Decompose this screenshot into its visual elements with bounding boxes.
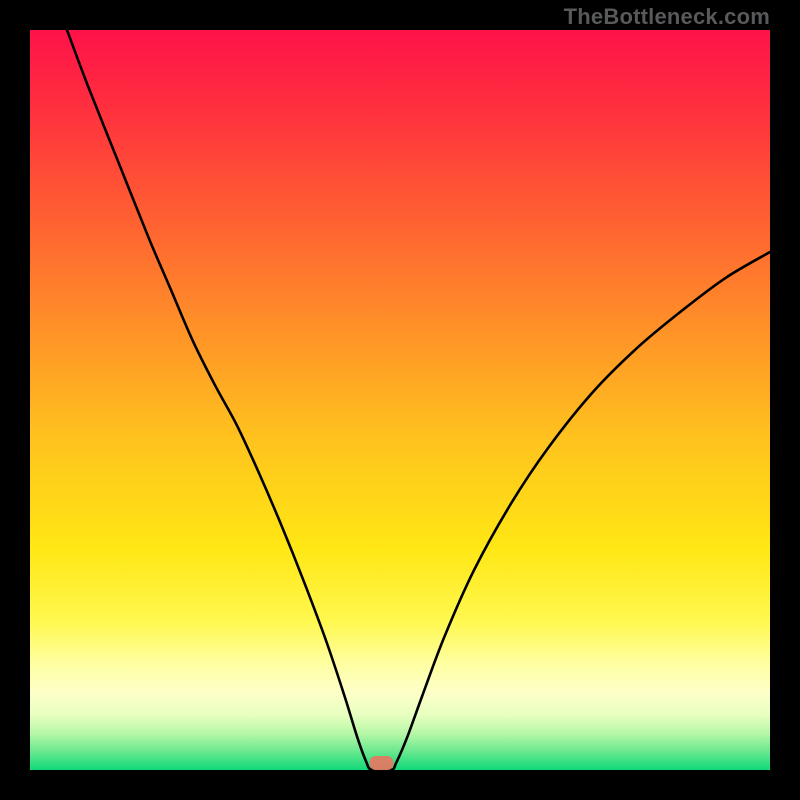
optimal-marker	[370, 756, 394, 770]
watermark-label: TheBottleneck.com	[564, 4, 770, 30]
gradient-background	[30, 30, 770, 770]
plot-svg	[30, 30, 770, 770]
chart-frame: TheBottleneck.com	[0, 0, 800, 800]
plot-area	[30, 30, 770, 770]
